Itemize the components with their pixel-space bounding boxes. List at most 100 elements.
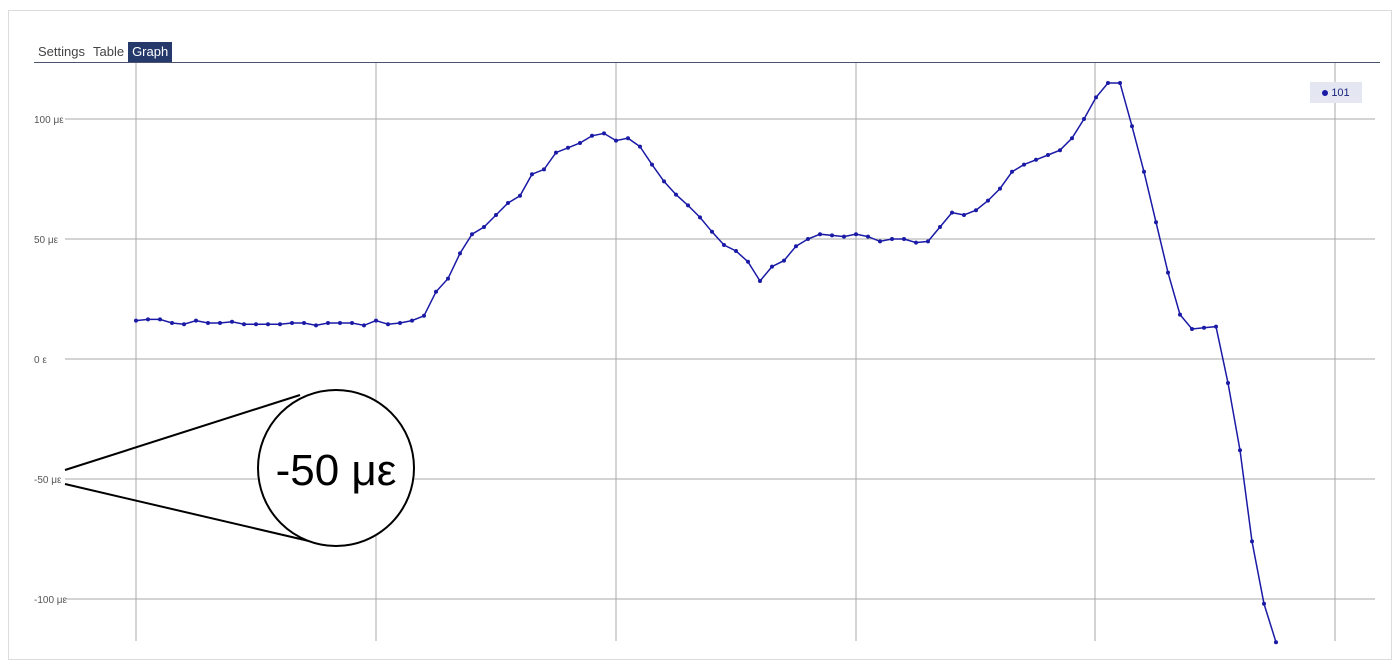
data-point[interactable]: [674, 192, 678, 197]
data-point[interactable]: [806, 237, 810, 241]
data-point[interactable]: [698, 215, 702, 220]
data-point[interactable]: [218, 321, 222, 325]
data-point[interactable]: [602, 131, 606, 136]
data-point[interactable]: [1226, 381, 1230, 385]
data-point[interactable]: [1262, 601, 1266, 606]
data-point[interactable]: [866, 234, 870, 239]
data-point[interactable]: [326, 321, 330, 325]
data-point[interactable]: [794, 244, 798, 249]
data-point[interactable]: [878, 239, 882, 244]
data-point[interactable]: [410, 318, 414, 323]
data-point[interactable]: [962, 213, 966, 217]
data-point[interactable]: [638, 144, 642, 149]
data-point[interactable]: [1046, 153, 1050, 157]
data-point[interactable]: [470, 232, 474, 237]
data-point[interactable]: [554, 150, 558, 155]
data-point[interactable]: [134, 318, 138, 323]
tab-table[interactable]: Table: [92, 44, 125, 59]
data-point[interactable]: [686, 203, 690, 208]
data-point[interactable]: [1106, 81, 1110, 85]
data-point[interactable]: [338, 321, 342, 325]
data-point[interactable]: [1034, 157, 1038, 162]
data-point[interactable]: [182, 322, 186, 327]
data-point[interactable]: [734, 249, 738, 253]
data-point[interactable]: [1082, 117, 1086, 121]
data-point[interactable]: [482, 225, 486, 229]
data-point[interactable]: [1178, 312, 1182, 317]
tab-settings[interactable]: Settings: [38, 44, 85, 59]
data-point[interactable]: [1130, 124, 1134, 129]
data-point[interactable]: [230, 319, 234, 324]
data-point[interactable]: [362, 323, 366, 328]
data-point[interactable]: [662, 179, 666, 184]
data-point[interactable]: [146, 317, 150, 322]
data-point[interactable]: [170, 321, 174, 325]
data-point[interactable]: [530, 172, 534, 177]
data-point[interactable]: [158, 317, 162, 322]
data-point[interactable]: [194, 318, 198, 323]
data-point[interactable]: [626, 136, 630, 141]
data-point[interactable]: [350, 321, 354, 325]
data-point[interactable]: [1202, 325, 1206, 330]
data-point[interactable]: [1166, 270, 1170, 275]
data-point[interactable]: [770, 264, 774, 269]
data-point[interactable]: [506, 201, 510, 205]
data-point[interactable]: [1094, 95, 1098, 100]
data-point[interactable]: [1154, 220, 1158, 225]
data-point[interactable]: [1190, 327, 1194, 331]
data-point[interactable]: [254, 322, 258, 327]
tab-graph[interactable]: Graph: [128, 42, 173, 62]
data-point[interactable]: [842, 234, 846, 239]
data-point[interactable]: [542, 167, 546, 172]
data-point[interactable]: [986, 198, 990, 203]
data-point[interactable]: [374, 318, 378, 323]
data-point[interactable]: [1022, 162, 1026, 167]
data-point[interactable]: [782, 258, 786, 263]
legend[interactable]: 101: [1310, 82, 1362, 103]
data-point[interactable]: [818, 232, 822, 237]
data-point[interactable]: [590, 133, 594, 138]
data-point[interactable]: [1070, 136, 1074, 141]
data-point[interactable]: [710, 229, 714, 234]
data-point[interactable]: [614, 138, 618, 143]
data-point[interactable]: [578, 141, 582, 145]
data-point[interactable]: [422, 313, 426, 318]
data-point[interactable]: [434, 289, 438, 294]
data-point[interactable]: [830, 233, 834, 238]
data-point[interactable]: [266, 322, 270, 327]
data-point[interactable]: [1058, 148, 1062, 153]
data-point[interactable]: [1274, 640, 1278, 645]
data-point[interactable]: [914, 240, 918, 245]
data-point[interactable]: [1010, 169, 1014, 174]
data-point[interactable]: [290, 321, 294, 325]
data-point[interactable]: [398, 321, 402, 325]
data-point[interactable]: [722, 243, 726, 247]
data-point[interactable]: [1214, 324, 1218, 329]
data-point[interactable]: [566, 145, 570, 150]
data-point[interactable]: [302, 321, 306, 325]
data-point[interactable]: [998, 186, 1002, 191]
data-point[interactable]: [458, 251, 462, 256]
data-point[interactable]: [518, 193, 522, 198]
data-point[interactable]: [1238, 448, 1242, 453]
data-point[interactable]: [1142, 169, 1146, 174]
data-point[interactable]: [650, 162, 654, 167]
data-point[interactable]: [206, 321, 210, 325]
data-point[interactable]: [242, 322, 246, 327]
data-point[interactable]: [890, 237, 894, 241]
data-point[interactable]: [926, 239, 930, 244]
data-point[interactable]: [950, 210, 954, 215]
data-point[interactable]: [446, 276, 450, 281]
data-point[interactable]: [278, 322, 282, 327]
data-point[interactable]: [902, 237, 906, 241]
data-point[interactable]: [314, 323, 318, 328]
data-point[interactable]: [1250, 539, 1254, 544]
data-point[interactable]: [974, 208, 978, 213]
data-point[interactable]: [386, 322, 390, 327]
data-point[interactable]: [758, 279, 762, 283]
data-point[interactable]: [1118, 81, 1122, 85]
data-point[interactable]: [494, 213, 498, 217]
data-point[interactable]: [938, 225, 942, 229]
data-point[interactable]: [854, 232, 858, 237]
data-point[interactable]: [746, 259, 750, 264]
